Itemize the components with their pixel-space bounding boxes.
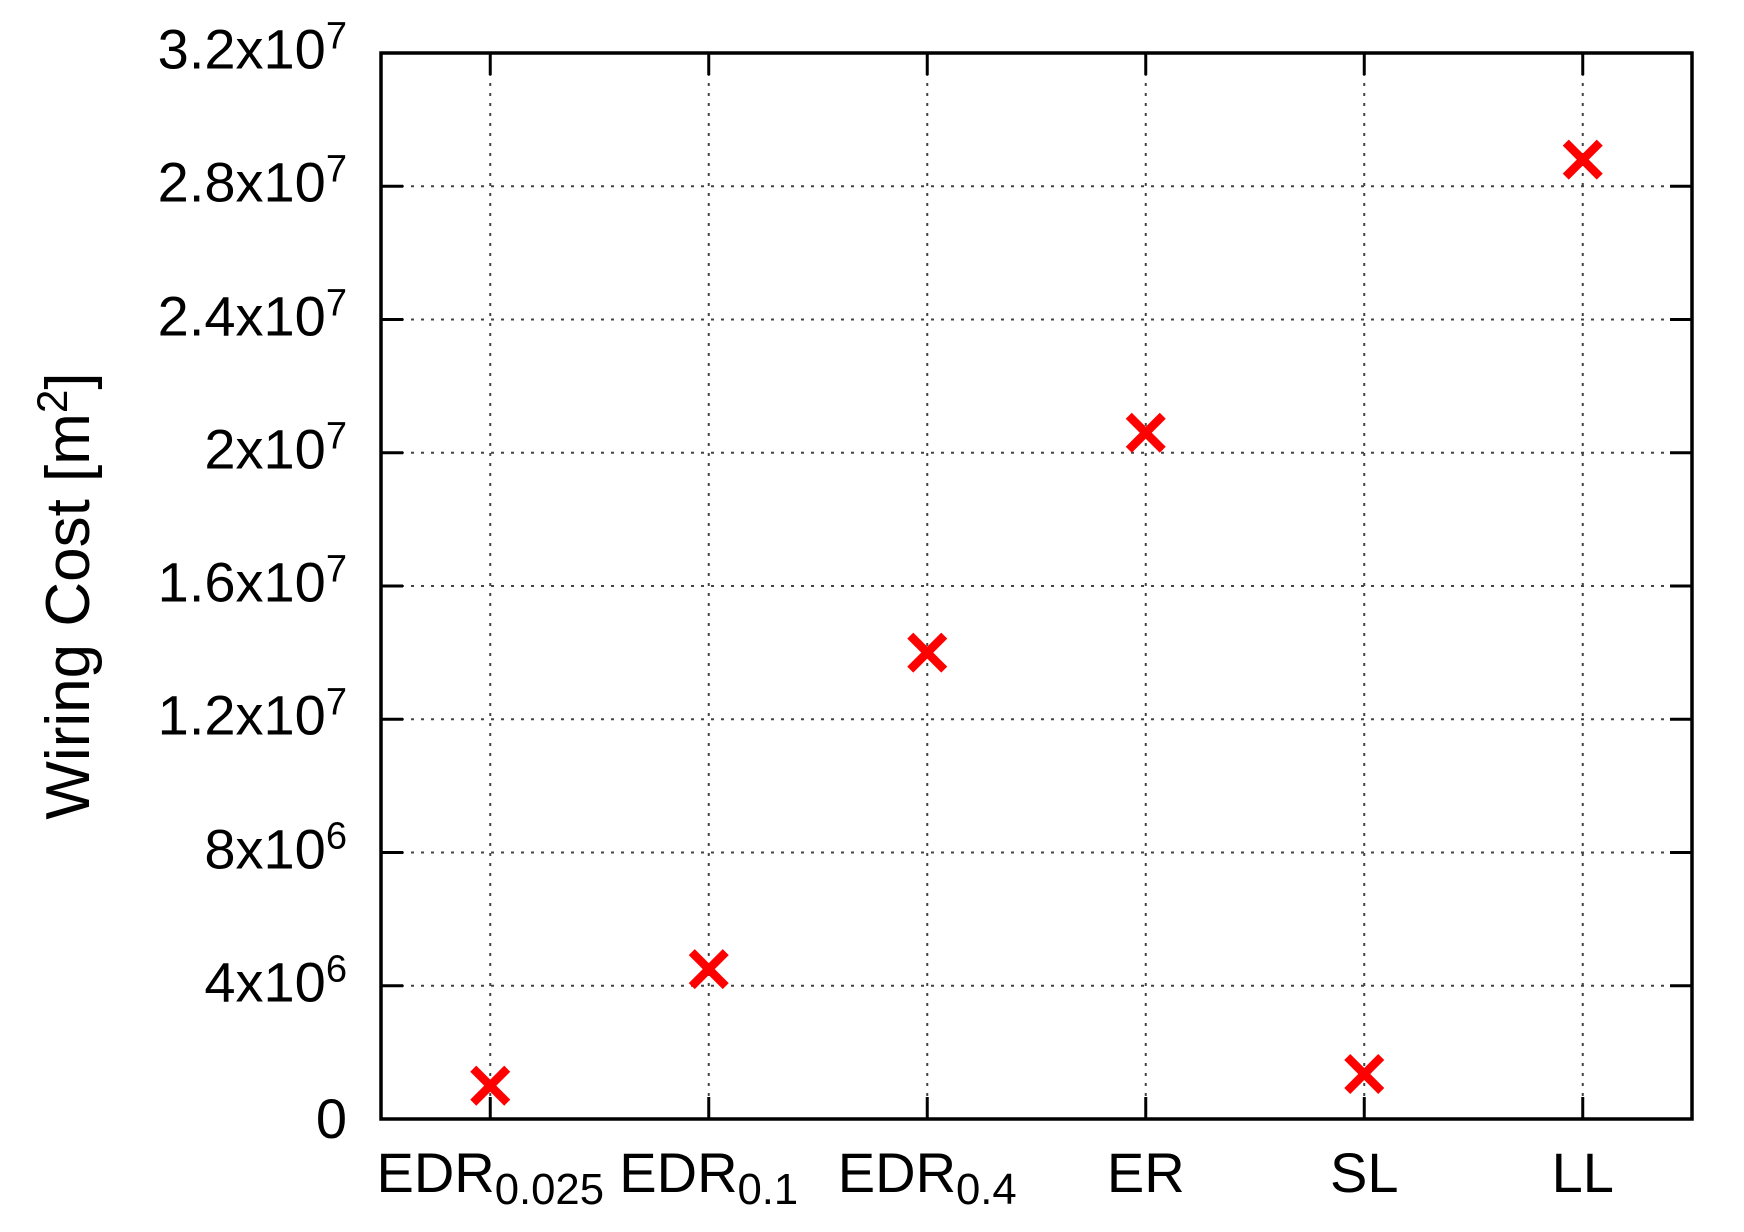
marker-stroke bbox=[688, 949, 729, 990]
y-axis-title-suffix: ] bbox=[34, 372, 103, 390]
y-tick-label-mantissa: 1.6x10 bbox=[157, 550, 326, 614]
x-category-subscript: 0.1 bbox=[737, 1165, 799, 1215]
x-category-label-EDR-0.025: EDR0.025 bbox=[376, 1141, 604, 1215]
y-tick-label-exponent: 6 bbox=[325, 815, 347, 858]
y-tick-label: 1.6x107 bbox=[158, 549, 347, 618]
y-tick-label-mantissa: 1.2x10 bbox=[157, 683, 326, 747]
data-point-marker-LL bbox=[1562, 139, 1603, 180]
x-category-base: EDR bbox=[837, 1141, 957, 1204]
y-tick-label-mantissa: 4x10 bbox=[204, 950, 326, 1014]
y-tick-label-exponent: 7 bbox=[325, 282, 347, 325]
x-category-base: EDR bbox=[619, 1141, 738, 1204]
y-tick-label: 2.4x107 bbox=[158, 282, 347, 351]
y-tick-label: 2.8x107 bbox=[158, 149, 347, 218]
y-tick-label-exponent: 6 bbox=[325, 948, 347, 991]
x-category-subscript: 0.4 bbox=[956, 1165, 1017, 1215]
y-tick-label-mantissa: 0 bbox=[315, 1087, 347, 1150]
data-point-marker-EDR-0.025 bbox=[470, 1065, 511, 1106]
y-axis-title-text: Wiring Cost [m bbox=[34, 413, 103, 820]
y-tick-label: 8x106 bbox=[204, 815, 347, 884]
y-tick-label-mantissa: 8x10 bbox=[204, 817, 326, 880]
marker-stroke bbox=[1562, 139, 1603, 180]
x-category-subscript: 0.025 bbox=[494, 1165, 605, 1215]
x-category-label-SL: SL bbox=[1330, 1143, 1399, 1203]
plot-frame bbox=[379, 51, 1694, 1121]
y-axis-title-superscript: 2 bbox=[29, 389, 77, 414]
y-tick-label-mantissa: 2.4x10 bbox=[157, 284, 326, 347]
x-category-base: ER bbox=[1106, 1141, 1185, 1204]
data-point-marker-SL bbox=[1344, 1054, 1385, 1095]
y-tick-label-mantissa: 2.8x10 bbox=[157, 150, 326, 214]
x-category-base: EDR bbox=[376, 1141, 495, 1204]
y-tick-label-exponent: 7 bbox=[325, 415, 347, 458]
x-category-base: LL bbox=[1551, 1141, 1614, 1204]
data-point-marker-EDR-0.4 bbox=[907, 632, 948, 673]
x-category-base: SL bbox=[1330, 1141, 1399, 1204]
y-axis-title: Wiring Cost [m2] bbox=[29, 372, 106, 819]
x-category-label-EDR-0.1: EDR0.1 bbox=[619, 1141, 798, 1215]
y-tick-label-mantissa: 3.2x10 bbox=[157, 17, 326, 81]
y-tick-label: 0 bbox=[316, 1091, 347, 1147]
x-category-label-LL: LL bbox=[1552, 1143, 1614, 1203]
y-tick-label: 4x106 bbox=[204, 948, 347, 1017]
marker-stroke bbox=[1344, 1054, 1385, 1095]
y-tick-label: 2x107 bbox=[204, 415, 347, 484]
y-tick-label-exponent: 7 bbox=[325, 148, 347, 191]
marker-stroke bbox=[907, 632, 948, 673]
y-tick-label: 1.2x107 bbox=[158, 682, 347, 751]
x-category-label-ER: ER bbox=[1107, 1143, 1185, 1203]
y-tick-label: 3.2x107 bbox=[158, 16, 347, 85]
y-tick-label-exponent: 7 bbox=[325, 15, 347, 58]
y-tick-label-mantissa: 2x10 bbox=[204, 417, 326, 481]
data-point-marker-EDR-0.1 bbox=[688, 949, 729, 990]
y-tick-label-exponent: 7 bbox=[325, 548, 347, 591]
marker-stroke bbox=[1125, 412, 1166, 453]
marker-stroke bbox=[470, 1065, 511, 1106]
y-tick-label-exponent: 7 bbox=[325, 681, 347, 724]
data-point-marker-ER bbox=[1125, 412, 1166, 453]
x-category-label-EDR-0.4: EDR0.4 bbox=[837, 1141, 1017, 1215]
